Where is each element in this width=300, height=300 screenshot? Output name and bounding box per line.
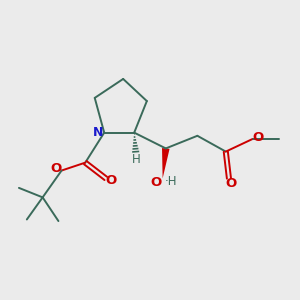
Text: O: O <box>50 162 62 175</box>
Text: O: O <box>225 177 236 190</box>
Text: O: O <box>106 173 117 187</box>
Text: O: O <box>253 131 264 144</box>
Polygon shape <box>162 148 169 178</box>
Text: O: O <box>150 176 161 189</box>
Text: ·H: ·H <box>165 175 178 188</box>
Text: N: N <box>93 126 104 139</box>
Text: H: H <box>131 153 140 166</box>
